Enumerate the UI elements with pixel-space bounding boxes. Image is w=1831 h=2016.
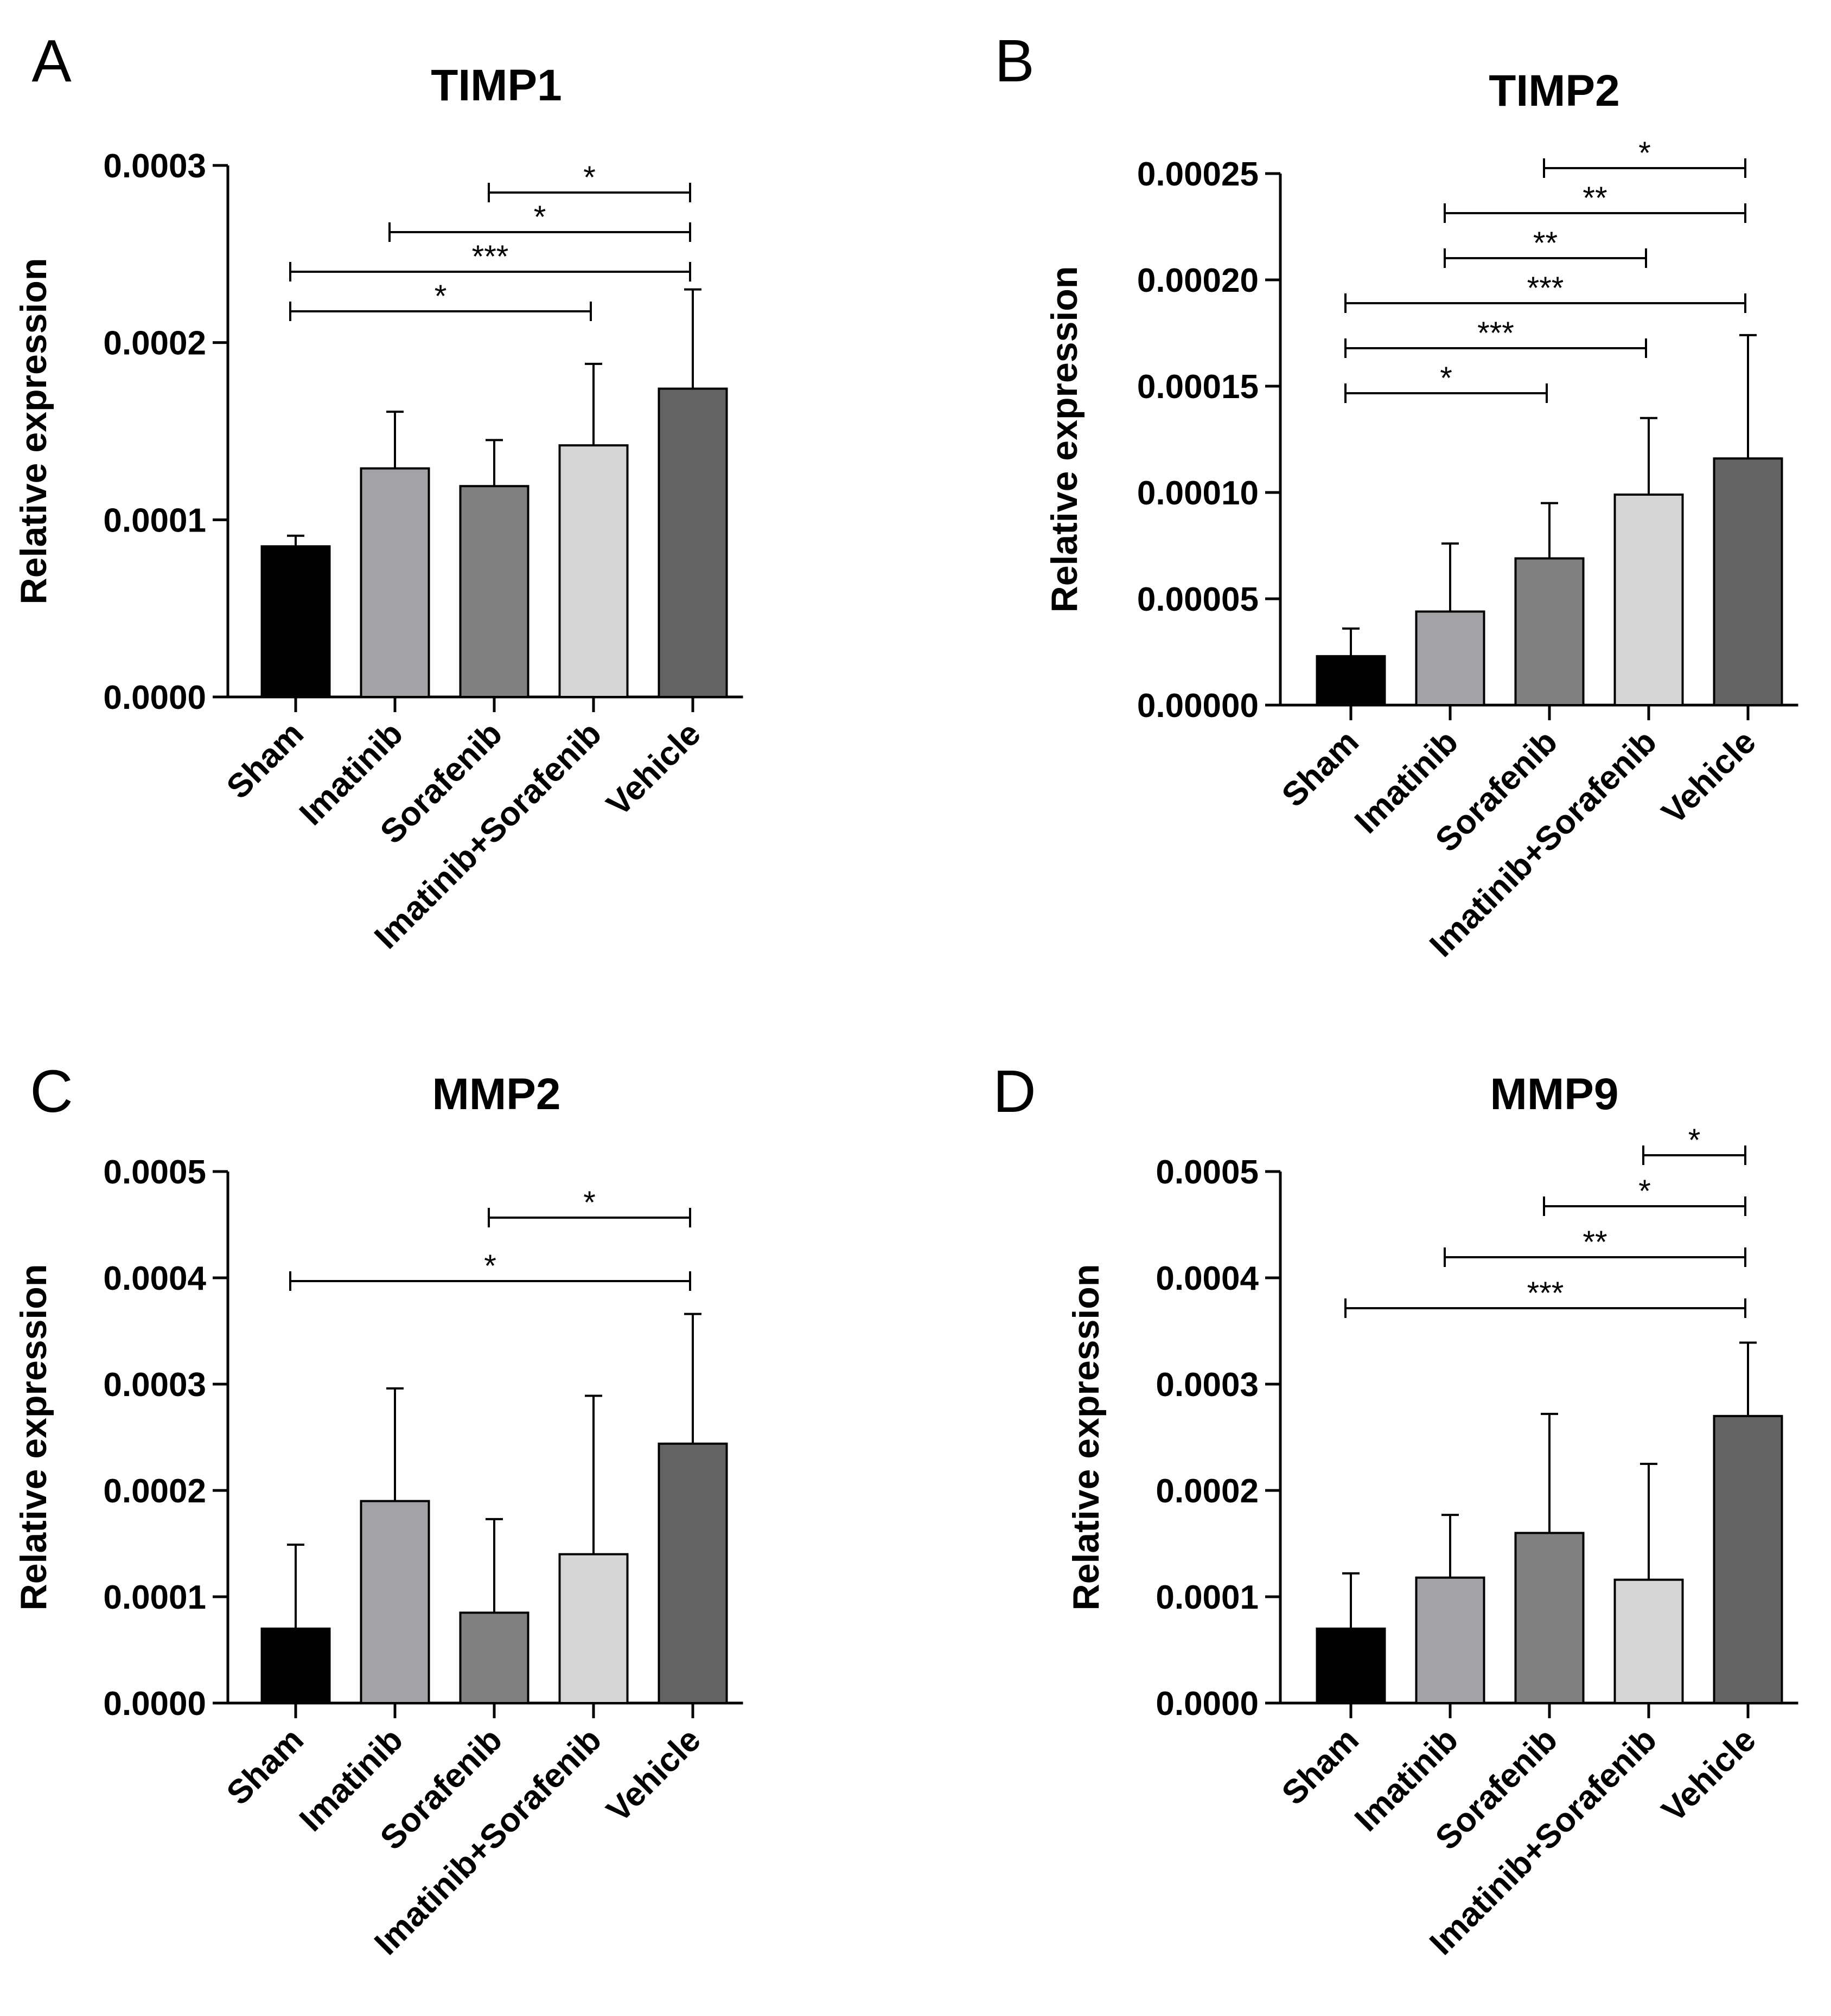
y-tick-label: 0.0002 [103,325,206,362]
y-tick-label: 0.0001 [103,1579,206,1616]
y-tick-label: 0.0001 [1156,1579,1259,1616]
significance-label: *** [1527,1276,1564,1311]
x-tick-label: Sham [1275,723,1366,814]
significance-label: * [1440,361,1452,396]
y-tick-label: 0.00020 [1137,262,1259,299]
panel-letter: B [994,28,1034,94]
bar-vehicle [658,1442,728,1704]
y-axis-label: Relative expression [1044,266,1085,613]
y-axis-label: Relative expression [1066,1264,1107,1611]
significance-label: ** [1583,181,1607,216]
bar-sorafenib [1514,1532,1585,1704]
x-tick-label: Sham [220,715,311,806]
significance-label: * [1688,1123,1701,1158]
panel-letter: A [31,28,72,94]
panel-letter: C [30,1058,73,1125]
y-tick-label: 0.0003 [103,148,206,185]
chart-title: MMP2 [432,1070,561,1119]
significance-label: * [1638,136,1651,171]
y-tick-label: 0.0000 [1156,1685,1259,1723]
bar-sham [1316,655,1386,706]
chart-title: TIMP2 [1489,66,1619,116]
y-tick-label: 0.0002 [103,1473,206,1510]
bar-imatinib-sorafenib [1613,1578,1684,1704]
y-axis-label: Relative expression [13,258,54,605]
panel-letter: D [993,1058,1036,1125]
y-axis-label: Relative expression [13,1264,54,1611]
y-tick-label: 0.0000 [103,679,206,716]
bar-imatinib [360,467,430,698]
significance-label: * [583,160,596,195]
significance-label: * [534,200,546,235]
y-tick-label: 0.0004 [103,1260,206,1297]
significance-label: ** [1533,226,1558,261]
x-tick-label: Sham [1275,1721,1366,1812]
significance-label: *** [1527,271,1564,306]
y-tick-label: 0.0003 [103,1366,206,1404]
significance-label: * [583,1185,596,1220]
significance-label: *** [1477,316,1514,351]
bar-imatinib-sorafenib [558,1553,629,1705]
y-tick-label: 0.00010 [1137,475,1259,512]
y-tick-label: 0.0000 [103,1685,206,1723]
bar-imatinib [1415,1576,1485,1704]
bar-vehicle [1713,457,1783,707]
x-tick-label: Vehicle [599,1721,708,1829]
y-tick-label: 0.00015 [1137,368,1259,406]
bar-sham [260,1627,331,1705]
panel-d: D MMP9 Relative expression 0.0000 0.0001 0.00… [993,1058,1798,1962]
bar-sham [260,545,331,698]
x-tick-label: Vehicle [599,715,708,823]
bar-sorafenib [1514,557,1585,707]
bar-sorafenib [459,485,529,698]
significance-label: *** [472,239,509,274]
y-tick-label: 0.0004 [1156,1260,1259,1297]
bar-sham [1316,1627,1386,1705]
chart-title: TIMP1 [431,61,562,110]
y-tick-label: 0.0001 [103,502,206,539]
bar-imatinib-sorafenib [558,444,629,699]
bar-sorafenib [459,1611,529,1704]
bar-vehicle [1713,1415,1783,1705]
significance-label: * [1638,1174,1651,1209]
significance-label: * [435,279,447,314]
y-tick-label: 0.0005 [1156,1154,1259,1191]
y-tick-label: 0.0002 [1156,1473,1259,1510]
bar-vehicle [658,387,728,698]
significance-label: * [484,1249,496,1284]
y-tick-label: 0.00000 [1137,687,1259,725]
x-tick-label: Vehicle [1655,1721,1763,1829]
x-tick-label: Vehicle [1655,723,1763,831]
y-tick-label: 0.0005 [103,1154,206,1191]
bar-imatinib-sorafenib [1613,493,1684,706]
chart-title: MMP9 [1490,1070,1619,1119]
panel-c: C MMP2 Relative expression 0.0000 0.0001 0.00… [13,1058,743,1962]
significance-label: ** [1583,1225,1607,1260]
bar-imatinib [360,1500,430,1705]
panel-b: B TIMP2 Relative expression 0.00000 0.00005 0… [994,28,1798,964]
y-tick-label: 0.00005 [1137,581,1259,618]
y-tick-label: 0.0003 [1156,1366,1259,1404]
y-tick-label: 0.00025 [1137,156,1259,193]
panel-a: A TIMP1 Relative expression 0.0000 0.0001 0.0… [13,28,743,956]
bar-imatinib [1415,610,1485,707]
x-tick-label: Sham [220,1721,311,1812]
